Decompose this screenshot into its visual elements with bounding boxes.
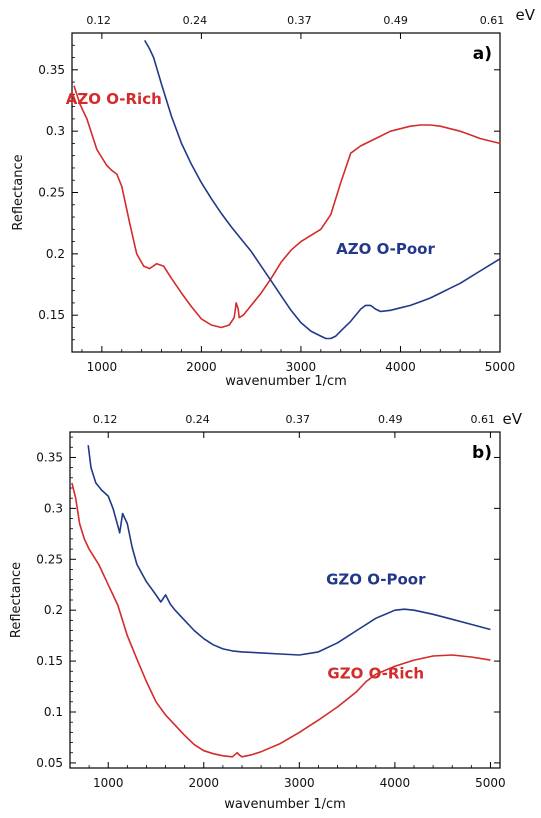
series-label: AZO O-Rich (66, 90, 162, 108)
x-tick-label: 3000 (284, 776, 315, 790)
panel-label: a) (473, 44, 492, 64)
x-axis-label: wavenumber 1/cm (225, 374, 347, 389)
top-tick-label: 0.37 (286, 413, 311, 426)
series-label: GZO O-Poor (326, 571, 426, 589)
y-axis-label: Reflectance (11, 154, 26, 230)
top-tick-label: 0.12 (93, 413, 118, 426)
y-tick-label: 0.1 (44, 705, 63, 719)
y-axis-label: Reflectance (9, 562, 24, 638)
top-axis-unit: eV (516, 6, 536, 24)
series-label: AZO O-Poor (336, 240, 435, 258)
x-tick-label: 2000 (186, 360, 217, 374)
y-tick-label: 0.3 (46, 124, 65, 138)
x-tick-label: 1000 (87, 360, 118, 374)
top-tick-label: 0.61 (480, 14, 505, 27)
series-line (71, 482, 491, 758)
series-line (73, 85, 501, 329)
top-tick-label: 0.24 (185, 413, 210, 426)
x-tick-label: 5000 (475, 776, 506, 790)
y-tick-label: 0.15 (38, 308, 65, 322)
x-tick-label: 3000 (286, 360, 317, 374)
x-tick-label: 4000 (380, 776, 411, 790)
x-tick-label: 5000 (485, 360, 516, 374)
x-tick-label: 2000 (189, 776, 220, 790)
x-axis-label: wavenumber 1/cm (224, 797, 346, 812)
series-line (144, 40, 501, 340)
y-tick-label: 0.35 (36, 450, 63, 464)
y-tick-label: 0.2 (44, 603, 63, 617)
top-tick-label: 0.37 (287, 14, 312, 27)
y-tick-label: 0.25 (38, 186, 65, 200)
y-tick-label: 0.05 (36, 756, 63, 770)
series-line (87, 445, 491, 656)
top-axis-unit: eV (503, 410, 523, 428)
top-tick-label: 0.49 (378, 413, 403, 426)
panel-label: b) (472, 443, 492, 463)
x-tick-label: 4000 (385, 360, 416, 374)
top-tick-label: 0.12 (86, 14, 111, 27)
series-label: GZO O-Rich (327, 664, 424, 682)
x-tick-label: 1000 (93, 776, 124, 790)
y-tick-label: 0.15 (36, 654, 63, 668)
chart-panel-b: 1000 2000 3000 4000 5000 0.12 0.24 0.37 0.49 0.61… (9, 410, 523, 812)
plot-frame (69, 431, 501, 769)
y-tick-label: 0.2 (46, 247, 65, 261)
y-tick-label: 0.3 (44, 501, 63, 515)
top-tick-label: 0.49 (383, 14, 408, 27)
chart-panel-a: 1000 2000 3000 4000 5000 0.12 0.24 0.37 0.49 0.61… (11, 6, 536, 389)
y-tick-label: 0.25 (36, 552, 63, 566)
y-tick-label: 0.35 (38, 63, 65, 77)
top-tick-label: 0.61 (471, 413, 496, 426)
top-tick-label: 0.24 (183, 14, 208, 27)
